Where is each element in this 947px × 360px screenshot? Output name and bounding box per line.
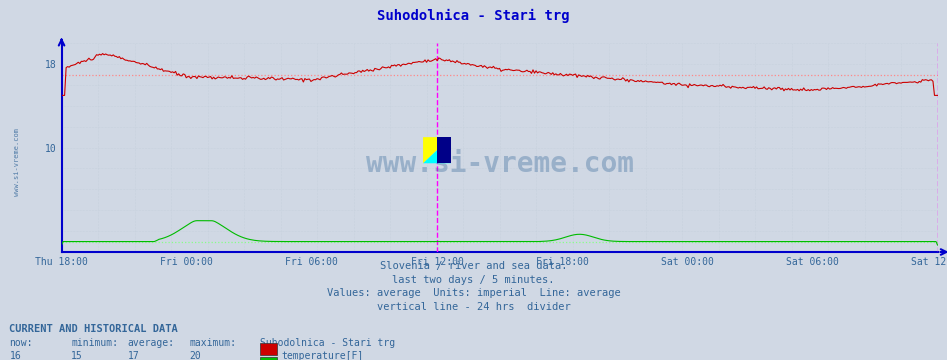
Text: Values: average  Units: imperial  Line: average: Values: average Units: imperial Line: av…: [327, 288, 620, 298]
Text: www.si-vreme.com: www.si-vreme.com: [366, 150, 634, 178]
Text: Slovenia / river and sea data.: Slovenia / river and sea data.: [380, 261, 567, 271]
Text: 16: 16: [9, 351, 21, 360]
Text: 20: 20: [189, 351, 201, 360]
Text: maximum:: maximum:: [189, 338, 237, 348]
Text: now:: now:: [9, 338, 33, 348]
Text: www.si-vreme.com: www.si-vreme.com: [14, 128, 20, 196]
Text: minimum:: minimum:: [71, 338, 118, 348]
Text: temperature[F]: temperature[F]: [281, 351, 364, 360]
Text: CURRENT AND HISTORICAL DATA: CURRENT AND HISTORICAL DATA: [9, 324, 178, 334]
Bar: [437, 137, 451, 163]
Text: 15: 15: [71, 351, 82, 360]
Text: last two days / 5 minutes.: last two days / 5 minutes.: [392, 275, 555, 285]
Text: 17: 17: [128, 351, 139, 360]
Polygon shape: [423, 137, 451, 163]
Text: Suhodolnica - Stari trg: Suhodolnica - Stari trg: [260, 338, 396, 348]
Text: average:: average:: [128, 338, 175, 348]
Text: vertical line - 24 hrs  divider: vertical line - 24 hrs divider: [377, 302, 570, 312]
Text: Suhodolnica - Stari trg: Suhodolnica - Stari trg: [377, 9, 570, 23]
Polygon shape: [423, 137, 451, 163]
